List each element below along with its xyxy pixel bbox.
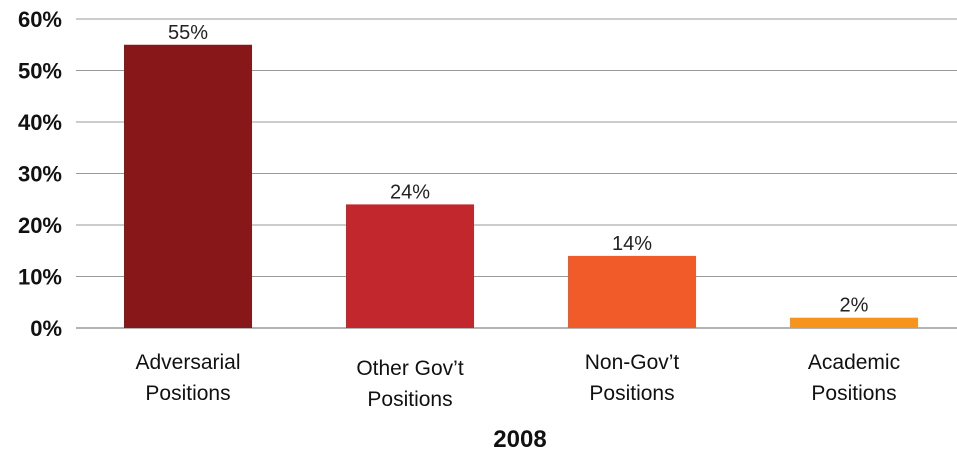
data-label: 14% (612, 233, 652, 255)
x-tick-label: Academic (808, 351, 900, 374)
x-tick-label: Positions (811, 382, 896, 405)
y-axis-ticks: 0% 10% 20% 30% 40% 50% 60% (18, 7, 62, 341)
y-tick-label: 20% (18, 213, 62, 238)
x-tick-label: Positions (145, 382, 230, 405)
bar (124, 44, 252, 328)
y-tick-label: 30% (18, 162, 62, 187)
bar (790, 317, 918, 328)
x-tick-label: Non-Gov’t (585, 351, 680, 374)
y-tick-label: 10% (18, 265, 62, 290)
bars (124, 44, 918, 328)
x-tick-label: Other Gov’t (356, 357, 464, 380)
data-label: 24% (390, 181, 430, 203)
x-axis-label: 2008 (493, 426, 546, 453)
value-labels: 55% 24% 14% 2% (168, 22, 869, 317)
x-tick-label: Positions (589, 382, 674, 405)
y-tick-label: 60% (18, 7, 62, 32)
y-tick-label: 50% (18, 59, 62, 84)
y-tick-label: 40% (18, 110, 62, 135)
x-axis-categories: Adversarial Positions Other Gov’t Positions… (135, 351, 900, 411)
data-label: 55% (168, 22, 208, 44)
x-tick-label: Adversarial (135, 351, 240, 374)
bar (346, 204, 474, 328)
bar (568, 255, 696, 328)
x-tick-label: Positions (367, 388, 452, 411)
data-label: 2% (840, 295, 869, 317)
y-tick-label: 0% (30, 316, 62, 341)
